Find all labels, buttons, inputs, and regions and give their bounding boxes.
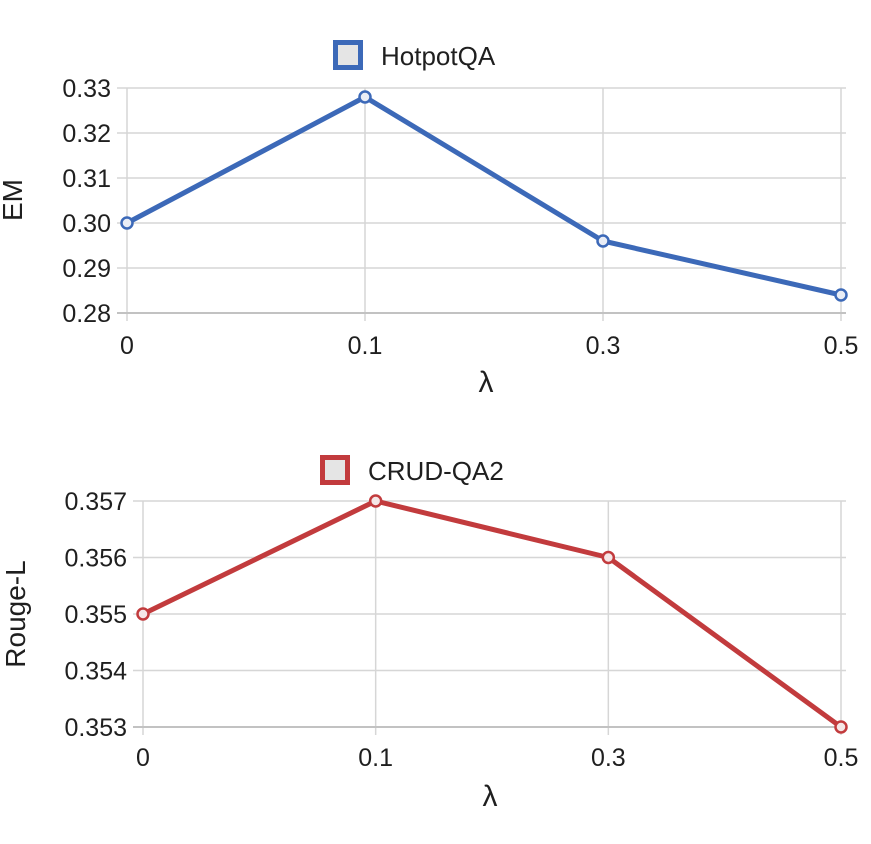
x-tick-label: 0.1 (348, 332, 383, 360)
x-tick-label: 0.5 (824, 744, 859, 772)
data-point-marker (601, 550, 616, 565)
crud-qa2-chart: 0.353 0.354 0.355 0.356 0.357 0 0.1 0.3 0.5 Rouge… (0, 422, 871, 844)
data-point-marker (834, 288, 848, 302)
y-tick-label: 0.357 (64, 488, 127, 516)
data-point-marker (120, 216, 134, 230)
x-axis-title: λ (479, 366, 494, 399)
y-tick-label: 0.356 (64, 544, 127, 572)
data-point-marker (834, 720, 848, 734)
x-tick-label: 0.3 (591, 744, 626, 772)
y-tick-label: 0.354 (64, 657, 127, 685)
y-tick-label: 0.33 (62, 75, 111, 103)
x-tick-label: 0.3 (586, 332, 621, 360)
hotpotqa-chart: 0.28 0.29 0.30 0.31 0.32 0.33 0 0.1 0.3 0.5 EM λ Hot… (0, 40, 859, 399)
hotpotqa-plot: 0.28 0.29 0.30 0.31 0.32 0.33 0 0.1 0.3 0.5 EM λ Hot… (0, 40, 859, 399)
x-tick-label: 0.1 (358, 744, 393, 772)
y-axis-title: Rouge-L (0, 560, 31, 667)
y-tick-label: 0.31 (62, 165, 111, 193)
data-point-marker (368, 494, 383, 508)
x-tick-label: 0.5 (824, 332, 859, 360)
data-point-marker (596, 234, 610, 248)
legend-label: CRUD-QA2 (368, 456, 504, 486)
x-tick-label: 0 (136, 744, 150, 772)
y-tick-label: 0.32 (62, 120, 111, 148)
x-axis-title: λ (483, 780, 498, 813)
y-tick-label: 0.355 (64, 601, 127, 629)
series-line (124, 94, 844, 298)
x-tick-label: 0 (120, 332, 134, 360)
y-tick-label: 0.28 (62, 300, 111, 328)
y-tick-label: 0.29 (62, 255, 111, 283)
legend-label: HotpotQA (381, 41, 496, 71)
series-line (140, 498, 844, 730)
y-tick-label: 0.30 (62, 210, 111, 238)
y-tick-label: 0.353 (64, 714, 127, 742)
y-axis-title: EM (0, 179, 28, 221)
data-point-marker (358, 90, 372, 104)
crud-qa2-plot: 0.353 0.354 0.355 0.356 0.357 0 0.1 0.3 0.5 Rouge… (0, 455, 859, 813)
data-point-marker (136, 607, 150, 621)
legend-swatch (333, 40, 363, 70)
legend-swatch (320, 455, 350, 485)
